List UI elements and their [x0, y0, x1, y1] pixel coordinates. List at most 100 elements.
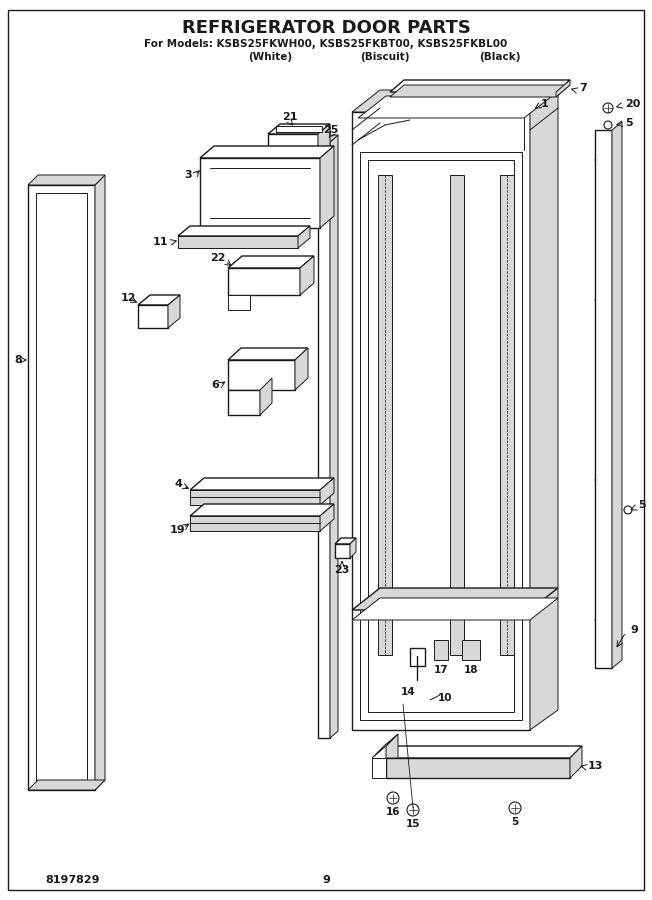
Polygon shape — [200, 158, 320, 228]
Circle shape — [504, 637, 510, 643]
Polygon shape — [200, 146, 334, 158]
Polygon shape — [295, 348, 308, 390]
Polygon shape — [300, 256, 314, 295]
Polygon shape — [228, 348, 308, 360]
Text: 5: 5 — [638, 500, 645, 510]
Circle shape — [382, 637, 388, 643]
Polygon shape — [168, 295, 180, 328]
Polygon shape — [228, 360, 295, 390]
Text: 8197829: 8197829 — [45, 875, 100, 885]
Polygon shape — [390, 80, 570, 92]
Polygon shape — [556, 80, 570, 97]
Polygon shape — [178, 236, 298, 248]
Polygon shape — [268, 134, 318, 158]
Polygon shape — [612, 122, 622, 668]
Text: 15: 15 — [406, 819, 421, 829]
Polygon shape — [228, 390, 260, 415]
Polygon shape — [434, 640, 448, 660]
Text: 1: 1 — [541, 99, 549, 109]
Polygon shape — [138, 295, 180, 305]
Text: 9: 9 — [630, 625, 638, 635]
Polygon shape — [28, 185, 95, 790]
Polygon shape — [386, 758, 570, 778]
Text: 22: 22 — [210, 253, 226, 263]
Circle shape — [604, 121, 612, 129]
Circle shape — [504, 247, 510, 253]
Text: 11: 11 — [153, 237, 168, 247]
Polygon shape — [298, 226, 310, 248]
Circle shape — [382, 597, 388, 603]
Polygon shape — [178, 226, 310, 236]
Text: 19: 19 — [170, 525, 186, 535]
Polygon shape — [318, 135, 338, 142]
Circle shape — [504, 397, 510, 403]
Circle shape — [509, 802, 521, 814]
Polygon shape — [360, 152, 522, 720]
Polygon shape — [228, 295, 250, 310]
Text: 3: 3 — [184, 170, 192, 180]
Polygon shape — [28, 780, 105, 790]
Text: 16: 16 — [386, 807, 400, 817]
Polygon shape — [352, 588, 558, 610]
Circle shape — [382, 197, 388, 203]
Text: 5: 5 — [625, 118, 632, 128]
Polygon shape — [372, 758, 386, 778]
Polygon shape — [335, 538, 356, 544]
Polygon shape — [190, 504, 334, 516]
Text: (White): (White) — [248, 52, 292, 62]
Text: 6: 6 — [211, 380, 219, 390]
Text: 9: 9 — [322, 875, 330, 885]
Polygon shape — [320, 504, 334, 531]
Polygon shape — [410, 648, 425, 666]
Text: (Biscuit): (Biscuit) — [361, 52, 409, 62]
Circle shape — [412, 675, 422, 685]
Polygon shape — [335, 544, 350, 558]
Polygon shape — [190, 516, 320, 531]
Polygon shape — [530, 90, 558, 730]
Circle shape — [382, 247, 388, 253]
Circle shape — [356, 241, 364, 249]
Polygon shape — [330, 135, 338, 738]
Circle shape — [595, 617, 601, 623]
Polygon shape — [352, 598, 558, 620]
Circle shape — [624, 506, 632, 514]
Polygon shape — [138, 305, 168, 328]
Text: 14: 14 — [401, 687, 415, 697]
Polygon shape — [28, 175, 105, 185]
Circle shape — [435, 759, 445, 769]
Text: For Models: KSBS25FKWH00, KSBS25FKBT00, KSBS25FKBL00: For Models: KSBS25FKWH00, KSBS25FKBT00, … — [144, 39, 508, 49]
Text: REFRIGERATOR DOOR PARTS: REFRIGERATOR DOOR PARTS — [181, 19, 471, 37]
Circle shape — [595, 297, 601, 303]
Polygon shape — [378, 175, 392, 655]
Circle shape — [356, 211, 364, 219]
Circle shape — [405, 759, 415, 769]
Circle shape — [407, 804, 419, 816]
Polygon shape — [352, 112, 530, 730]
Circle shape — [504, 197, 510, 203]
Text: 7: 7 — [579, 83, 587, 93]
Polygon shape — [595, 130, 612, 668]
Polygon shape — [260, 378, 272, 415]
Polygon shape — [318, 142, 330, 738]
Text: 12: 12 — [120, 293, 136, 303]
Text: 23: 23 — [334, 565, 349, 575]
Polygon shape — [570, 746, 582, 778]
Circle shape — [595, 157, 601, 163]
Text: 25: 25 — [323, 125, 338, 135]
Circle shape — [505, 759, 515, 769]
Polygon shape — [386, 746, 582, 758]
Circle shape — [387, 792, 399, 804]
Polygon shape — [318, 124, 330, 158]
Polygon shape — [350, 538, 356, 558]
Polygon shape — [386, 734, 398, 758]
Circle shape — [504, 597, 510, 603]
Polygon shape — [462, 640, 480, 660]
Text: (Black): (Black) — [479, 52, 521, 62]
Text: 20: 20 — [625, 99, 640, 109]
Text: 4: 4 — [174, 479, 182, 489]
Polygon shape — [228, 268, 300, 295]
Polygon shape — [36, 193, 87, 782]
Circle shape — [465, 759, 475, 769]
Circle shape — [504, 297, 510, 303]
Circle shape — [595, 477, 601, 483]
